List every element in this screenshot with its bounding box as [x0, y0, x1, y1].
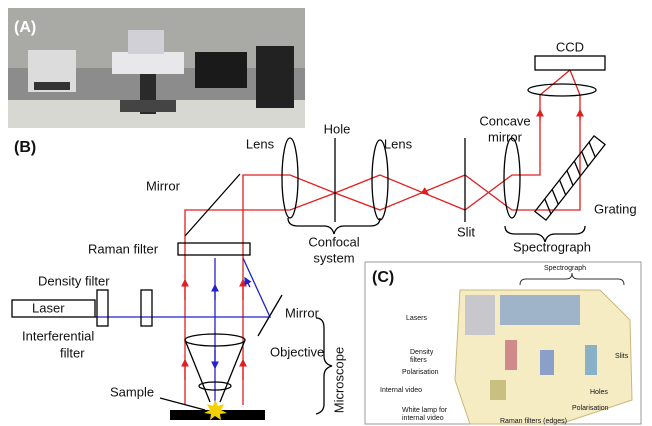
label: Spectrograph — [513, 239, 591, 254]
label: Spectrograph — [544, 265, 586, 272]
label: Holes — [590, 389, 608, 396]
label: White lamp for — [402, 407, 448, 414]
label: internal video — [402, 415, 444, 422]
label: Hole — [324, 121, 351, 136]
label: Polarisation — [572, 405, 609, 412]
label: Slit — [457, 224, 475, 239]
panel-label: (A) — [14, 19, 36, 36]
label: Polarisation — [402, 369, 439, 376]
label: system — [313, 250, 354, 265]
label: mirror — [488, 129, 523, 144]
label: Density filter — [38, 273, 110, 288]
label: CCD — [556, 39, 584, 54]
label: filters — [410, 357, 427, 364]
label: Lasers — [406, 315, 428, 322]
label: Internal video — [380, 387, 422, 394]
label: Microscope — [331, 347, 346, 413]
label: Objective — [270, 344, 324, 359]
label: Sample — [110, 384, 154, 399]
label: Concave — [479, 113, 530, 128]
label: Confocal — [308, 234, 359, 249]
label: Mirror — [146, 178, 181, 193]
panel-a-photo — [8, 8, 305, 128]
panel-label: (C) — [372, 269, 394, 286]
label: Mirror — [285, 305, 320, 320]
label: Laser — [32, 300, 65, 315]
label: Raman filter — [88, 241, 159, 256]
panel-c — [365, 262, 641, 424]
label: filter — [60, 345, 85, 360]
label: Interferential — [22, 328, 94, 343]
label: Lens — [384, 136, 413, 151]
label: Slits — [615, 353, 629, 360]
label: Raman filters (edges) — [500, 418, 567, 425]
label: Density — [410, 349, 434, 356]
label: Grating — [594, 201, 637, 216]
figure: (A) (B) CCD Lens Hole Lens Concave mirro… — [0, 0, 652, 426]
label: Lens — [246, 136, 275, 151]
panel-label: (B) — [14, 139, 36, 156]
